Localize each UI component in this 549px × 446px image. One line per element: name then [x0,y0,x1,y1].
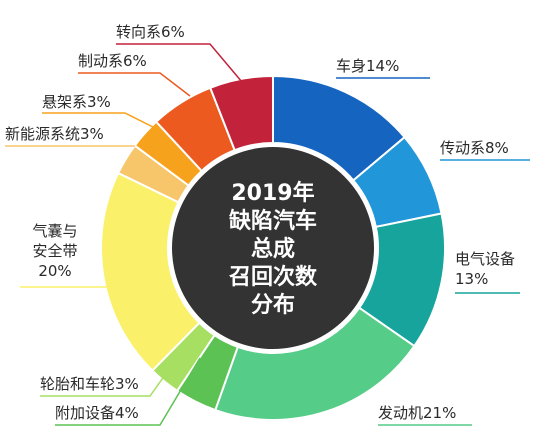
slice-label: 制动系6% [78,52,147,70]
center-title-line: 召回次数 [228,264,318,290]
slice-label: 20% [38,262,71,280]
leader-line [40,367,171,397]
slice-label: 悬架系3% [42,93,111,111]
center-title-line: 总成 [251,236,295,262]
donut-slices [100,74,446,421]
slice-label: 13% [455,270,488,288]
center-title-line: 2019年 [231,180,314,206]
leader-lines [5,43,530,426]
slice-label: 轮胎和车轮3% [40,375,139,393]
slice-label: 转向系6% [116,23,185,41]
slice-label: 发动机21% [378,404,456,422]
slice-labels: 车身14% 传动系8% 电气设备 13% 发动机21% 附加设备4% 轮胎和车轮3% 气囊与安… [5,23,515,422]
slice-label: 气囊与 [32,222,77,240]
slice-label: 传动系8% [440,139,509,157]
leader-line [42,112,156,129]
slice-label: 安全带 [32,242,77,260]
slice-label: 车身14% [336,57,399,75]
center-title-line: 缺陷汽车 [229,208,317,234]
slice-label: 附加设备4% [55,404,139,422]
donut-center [172,147,374,349]
center-title-line: 分布 [251,292,295,318]
leader-line [116,43,243,83]
leader-line [55,357,201,426]
slice-label: 电气设备 [455,250,515,268]
leader-line [78,72,191,97]
slice-10 [208,74,274,152]
slice-label: 新能源系统3% [5,125,104,143]
